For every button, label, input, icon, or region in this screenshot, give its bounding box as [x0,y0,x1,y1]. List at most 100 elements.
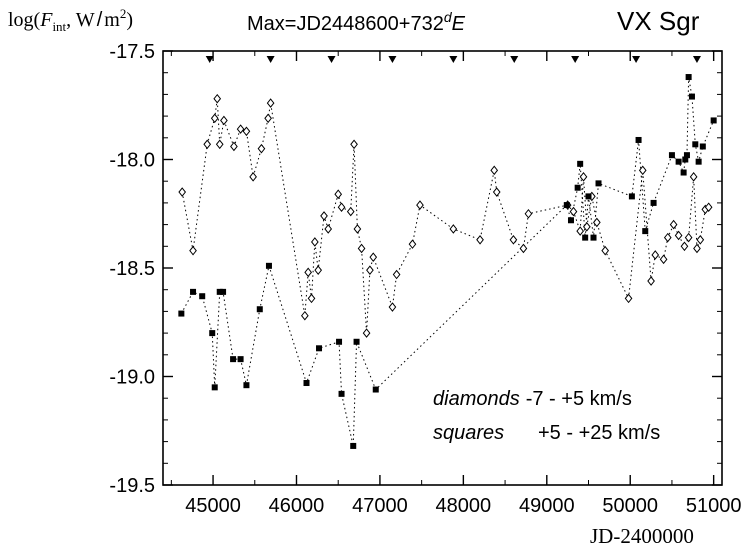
square-point-15 [338,390,345,397]
square-point-29 [642,228,649,235]
diamond-point-20 [324,224,333,234]
diamond-point-53 [659,254,668,265]
star-label: VX Sgr [617,6,700,36]
diamond-point-0 [178,187,187,197]
x-tick-label-2: 47000 [352,495,408,517]
square-point-31 [668,152,675,159]
diamond-point-18 [314,265,323,275]
diamond-point-23 [346,206,355,217]
square-point-40 [699,143,706,150]
diamond-point-10 [249,172,257,182]
square-point-36 [685,74,692,81]
diamond-point-19 [320,211,328,221]
diamond-point-16 [307,293,316,304]
diamond-point-54 [663,232,672,243]
diamond-point-34 [449,224,458,234]
square-point-38 [692,141,699,148]
square-point-8 [237,356,244,363]
x-axis: 45000 46000 47000 48000 49000 50000 51000 [170,51,742,517]
square-point-25 [590,234,597,241]
diamond-point-45 [582,221,591,232]
diamond-point-27 [362,328,371,338]
y-tick-label-2: -18.5 [109,258,155,280]
x-tick-label-0: 45000 [185,495,241,517]
square-point-22 [577,160,584,167]
series-points [178,74,717,449]
maximum-marker-6 [571,56,580,63]
diamond-point-49 [624,293,633,304]
square-point-28 [635,136,642,143]
x-axis-label: JD-2400000 [590,524,694,548]
maximum-marker-1 [266,56,275,63]
square-point-7 [230,356,237,363]
x-tick-label-5: 50000 [602,495,658,517]
diamond-point-57 [680,241,689,252]
maximum-marker-5 [510,56,519,63]
diamond-point-7 [230,141,238,152]
square-point-19 [563,202,570,209]
diamond-point-5 [215,139,224,150]
diamond-point-42 [569,206,578,217]
square-point-35 [683,152,690,159]
chart-title: Max=JD2448600+732dE [247,9,466,35]
square-point-27 [628,193,635,200]
diamond-point-48 [601,245,610,256]
diamond-point-28 [366,265,374,275]
x-tick-label-6: 51000 [686,495,742,517]
diamond-point-61 [696,234,705,245]
square-point-20 [567,217,574,224]
square-point-11 [265,262,272,269]
y-axis: -17.5 -18.0 -18.5 -19.0 -19.5 [109,41,722,497]
diamond-point-50 [638,165,647,176]
legend-diamonds: diamonds -7 - +5 km/s [433,388,632,410]
diamond-point-58 [684,232,693,243]
y-tick-label-4: -19.5 [109,475,155,497]
square-point-23 [582,234,589,241]
diamond-point-55 [669,219,678,230]
square-point-2 [199,293,206,300]
square-point-0 [178,310,185,317]
diamond-point-1 [189,245,197,256]
square-point-6 [220,288,227,295]
diamond-point-59 [689,172,698,182]
diamond-point-63 [704,202,713,213]
square-point-4 [211,384,218,391]
diamond-point-26 [357,243,366,254]
x-tick-label-4: 49000 [519,495,575,517]
square-point-33 [680,169,687,176]
diamond-point-9 [242,126,251,137]
diamond-point-25 [353,224,362,234]
diamond-point-8 [236,124,245,134]
diamond-point-21 [334,189,343,200]
diamond-point-33 [416,200,424,210]
square-point-5 [216,288,223,295]
diamond-point-14 [300,310,309,321]
square-point-18 [372,386,379,393]
diamond-point-15 [304,267,313,278]
diamond-point-11 [257,143,266,154]
plot-frame [162,50,723,486]
maximum-marker-7 [632,56,641,63]
diamond-point-43 [576,226,585,236]
square-point-1 [190,288,197,295]
diamond-point-12 [264,113,272,124]
diamond-point-60 [693,243,701,254]
square-point-34 [682,156,689,163]
diamond-point-39 [519,243,528,254]
maximum-marker-0 [205,56,214,63]
square-point-41 [710,117,717,124]
diamond-point-2 [203,139,212,150]
diamond-series-line [181,98,709,334]
diamond-point-47 [593,217,601,228]
square-point-32 [675,158,682,165]
square-point-12 [303,380,310,387]
diamond-point-51 [647,276,655,286]
y-axis-label: log(Fint, W / m2) [8,6,133,34]
square-point-10 [256,306,263,313]
maximum-marker-4 [449,56,458,63]
square-point-21 [574,184,581,191]
diamond-point-36 [490,165,499,176]
square-point-26 [595,180,602,187]
diamond-point-31 [392,269,401,280]
